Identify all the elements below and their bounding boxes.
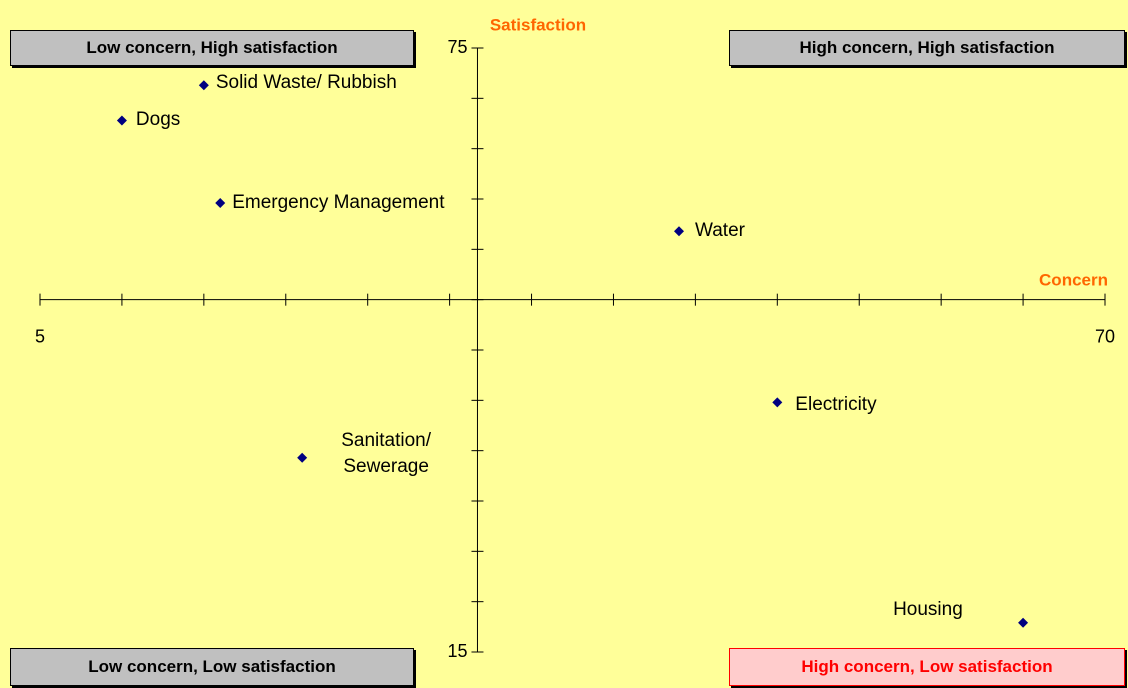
quadrant-label: High concern, High satisfaction — [729, 30, 1125, 66]
point-label: Water — [695, 220, 745, 242]
point-label: Electricity — [795, 394, 877, 416]
quadrant-label: Low concern, Low satisfaction — [10, 648, 414, 686]
y-axis-title: Satisfaction — [490, 15, 586, 34]
point — [1018, 617, 1029, 628]
point — [674, 226, 684, 237]
y-tick-label: 15 — [447, 641, 467, 661]
x-axis-title: Concern — [1039, 270, 1108, 289]
point — [215, 198, 226, 209]
point — [772, 397, 783, 408]
quadrant-label: High concern, Low satisfaction — [729, 648, 1125, 686]
point — [116, 115, 127, 126]
point-label: Sanitation/ Sewerage — [341, 429, 432, 477]
x-tick-label: 5 — [35, 326, 45, 346]
point-label: Emergency Management — [232, 192, 445, 214]
point — [198, 80, 209, 91]
point-label: Solid Waste/ Rubbish — [215, 72, 397, 94]
quadrant-label: Low concern, High satisfaction — [10, 30, 414, 66]
x-tick-label: 70 — [1095, 326, 1115, 346]
point — [297, 452, 308, 463]
y-tick-label: 75 — [447, 37, 467, 57]
point-label: Dogs — [135, 109, 181, 131]
point-label: Housing — [893, 598, 963, 620]
